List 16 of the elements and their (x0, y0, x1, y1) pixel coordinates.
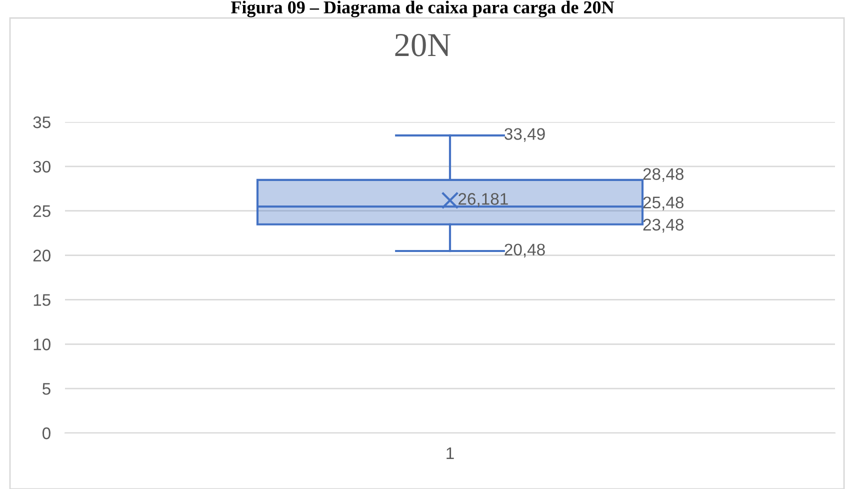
y-tick-label: 0 (42, 427, 50, 440)
y-tick-label: 25 (33, 205, 50, 218)
y-tick-label: 20 (33, 250, 50, 262)
annotation: 28,48 (643, 168, 684, 182)
y-tick-label: 30 (33, 160, 50, 173)
y-tick-label: 5 (42, 383, 50, 395)
y-tick-label: 15 (34, 294, 50, 306)
y-tick-label: 10 (34, 338, 50, 350)
annotation: 26,181 (458, 193, 508, 207)
x-tick-label: 1 (446, 448, 454, 459)
annotation: 20,48 (504, 244, 545, 258)
chart-subtitle: Figura 09 – Diagrama de caixa para carga de 20N (230, 0, 614, 18)
chart-title: 20N (395, 34, 450, 56)
annotation: 33,49 (504, 128, 545, 142)
y-tick-label: 35 (33, 116, 50, 128)
annotation: 23,48 (643, 218, 684, 233)
